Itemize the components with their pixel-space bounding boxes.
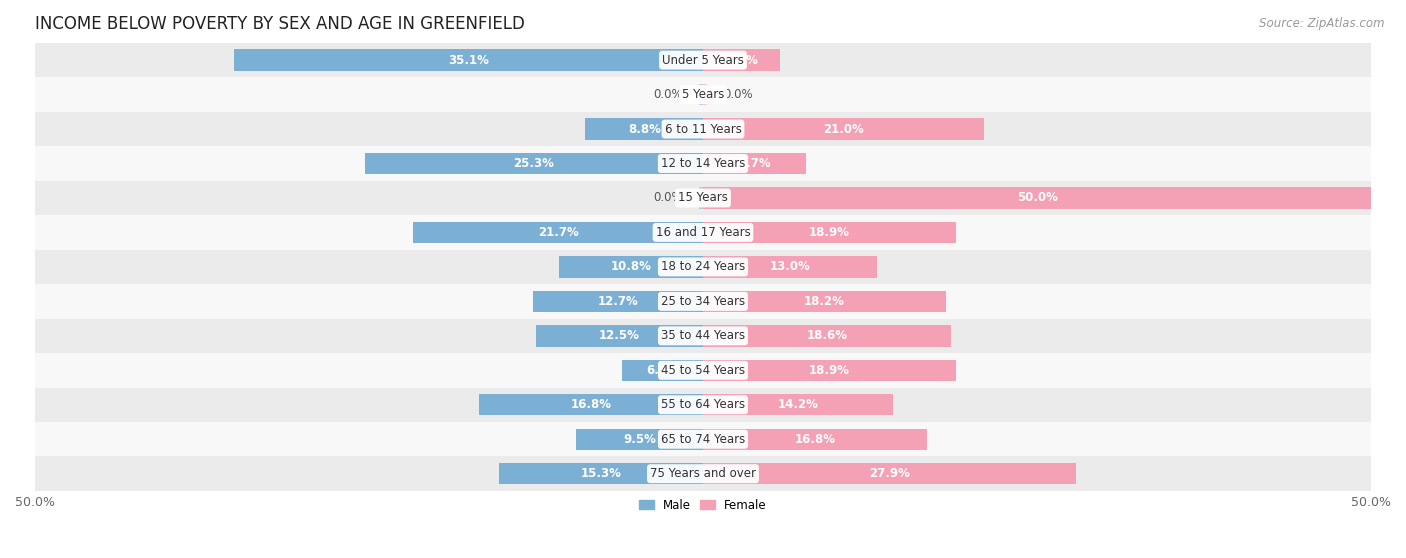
Bar <box>478 394 703 416</box>
Bar <box>703 291 946 312</box>
Bar <box>35 422 1371 456</box>
Bar <box>413 222 703 243</box>
Bar <box>703 463 1076 484</box>
Text: 50.0%: 50.0% <box>1017 191 1057 204</box>
Text: 21.7%: 21.7% <box>537 226 578 239</box>
Bar <box>35 215 1371 249</box>
Text: 65 to 74 Years: 65 to 74 Years <box>661 433 745 446</box>
Text: 16 and 17 Years: 16 and 17 Years <box>655 226 751 239</box>
Text: 18.9%: 18.9% <box>808 226 849 239</box>
Bar <box>699 84 703 105</box>
Bar <box>703 325 952 347</box>
Bar <box>703 359 956 381</box>
Text: 15 Years: 15 Years <box>678 191 728 204</box>
Text: INCOME BELOW POVERTY BY SEX AND AGE IN GREENFIELD: INCOME BELOW POVERTY BY SEX AND AGE IN G… <box>35 15 524 33</box>
Text: 18.2%: 18.2% <box>804 295 845 308</box>
Bar <box>35 43 1371 78</box>
Bar <box>35 319 1371 353</box>
Text: 25 to 34 Years: 25 to 34 Years <box>661 295 745 308</box>
Text: 0.0%: 0.0% <box>654 88 683 101</box>
Bar <box>233 50 703 71</box>
Text: 10.8%: 10.8% <box>610 261 651 273</box>
Bar <box>699 187 703 209</box>
Text: 9.5%: 9.5% <box>623 433 657 446</box>
Text: 7.7%: 7.7% <box>738 157 770 170</box>
Bar <box>576 429 703 450</box>
Bar <box>703 429 928 450</box>
Text: 55 to 64 Years: 55 to 64 Years <box>661 398 745 411</box>
Bar <box>35 456 1371 491</box>
Bar <box>35 353 1371 388</box>
Bar <box>558 256 703 277</box>
Text: 35.1%: 35.1% <box>449 54 489 66</box>
Text: 27.9%: 27.9% <box>869 467 910 480</box>
Text: 0.0%: 0.0% <box>654 191 683 204</box>
Text: 6.1%: 6.1% <box>645 364 679 377</box>
Bar <box>703 84 707 105</box>
Bar <box>35 249 1371 284</box>
Bar <box>703 50 780 71</box>
Text: 15.3%: 15.3% <box>581 467 621 480</box>
Text: 18 to 24 Years: 18 to 24 Years <box>661 261 745 273</box>
Bar <box>536 325 703 347</box>
Text: 14.2%: 14.2% <box>778 398 818 411</box>
Bar <box>35 284 1371 319</box>
Bar <box>703 118 984 140</box>
Text: 16.8%: 16.8% <box>794 433 835 446</box>
Text: Source: ZipAtlas.com: Source: ZipAtlas.com <box>1260 17 1385 30</box>
Text: 0.0%: 0.0% <box>723 88 752 101</box>
Bar <box>621 359 703 381</box>
Text: 5.8%: 5.8% <box>725 54 758 66</box>
Text: 12.7%: 12.7% <box>598 295 638 308</box>
Bar <box>585 118 703 140</box>
Text: 12 to 14 Years: 12 to 14 Years <box>661 157 745 170</box>
Bar <box>35 146 1371 181</box>
Bar <box>35 112 1371 146</box>
Text: 18.9%: 18.9% <box>808 364 849 377</box>
Bar <box>703 256 877 277</box>
Text: 75 Years and over: 75 Years and over <box>650 467 756 480</box>
Bar <box>703 222 956 243</box>
Text: 21.0%: 21.0% <box>823 123 863 136</box>
Text: 45 to 54 Years: 45 to 54 Years <box>661 364 745 377</box>
Legend: Male, Female: Male, Female <box>634 494 772 516</box>
Bar <box>35 181 1371 215</box>
Bar <box>366 153 703 174</box>
Text: 16.8%: 16.8% <box>571 398 612 411</box>
Bar <box>499 463 703 484</box>
Text: 8.8%: 8.8% <box>627 123 661 136</box>
Bar <box>35 388 1371 422</box>
Text: 6 to 11 Years: 6 to 11 Years <box>665 123 741 136</box>
Text: 35 to 44 Years: 35 to 44 Years <box>661 329 745 343</box>
Bar <box>703 153 806 174</box>
Bar <box>533 291 703 312</box>
Bar <box>35 78 1371 112</box>
Text: Under 5 Years: Under 5 Years <box>662 54 744 66</box>
Text: 12.5%: 12.5% <box>599 329 640 343</box>
Text: 25.3%: 25.3% <box>513 157 554 170</box>
Text: 13.0%: 13.0% <box>769 261 810 273</box>
Text: 18.6%: 18.6% <box>807 329 848 343</box>
Bar <box>703 394 893 416</box>
Text: 5 Years: 5 Years <box>682 88 724 101</box>
Bar <box>703 187 1371 209</box>
